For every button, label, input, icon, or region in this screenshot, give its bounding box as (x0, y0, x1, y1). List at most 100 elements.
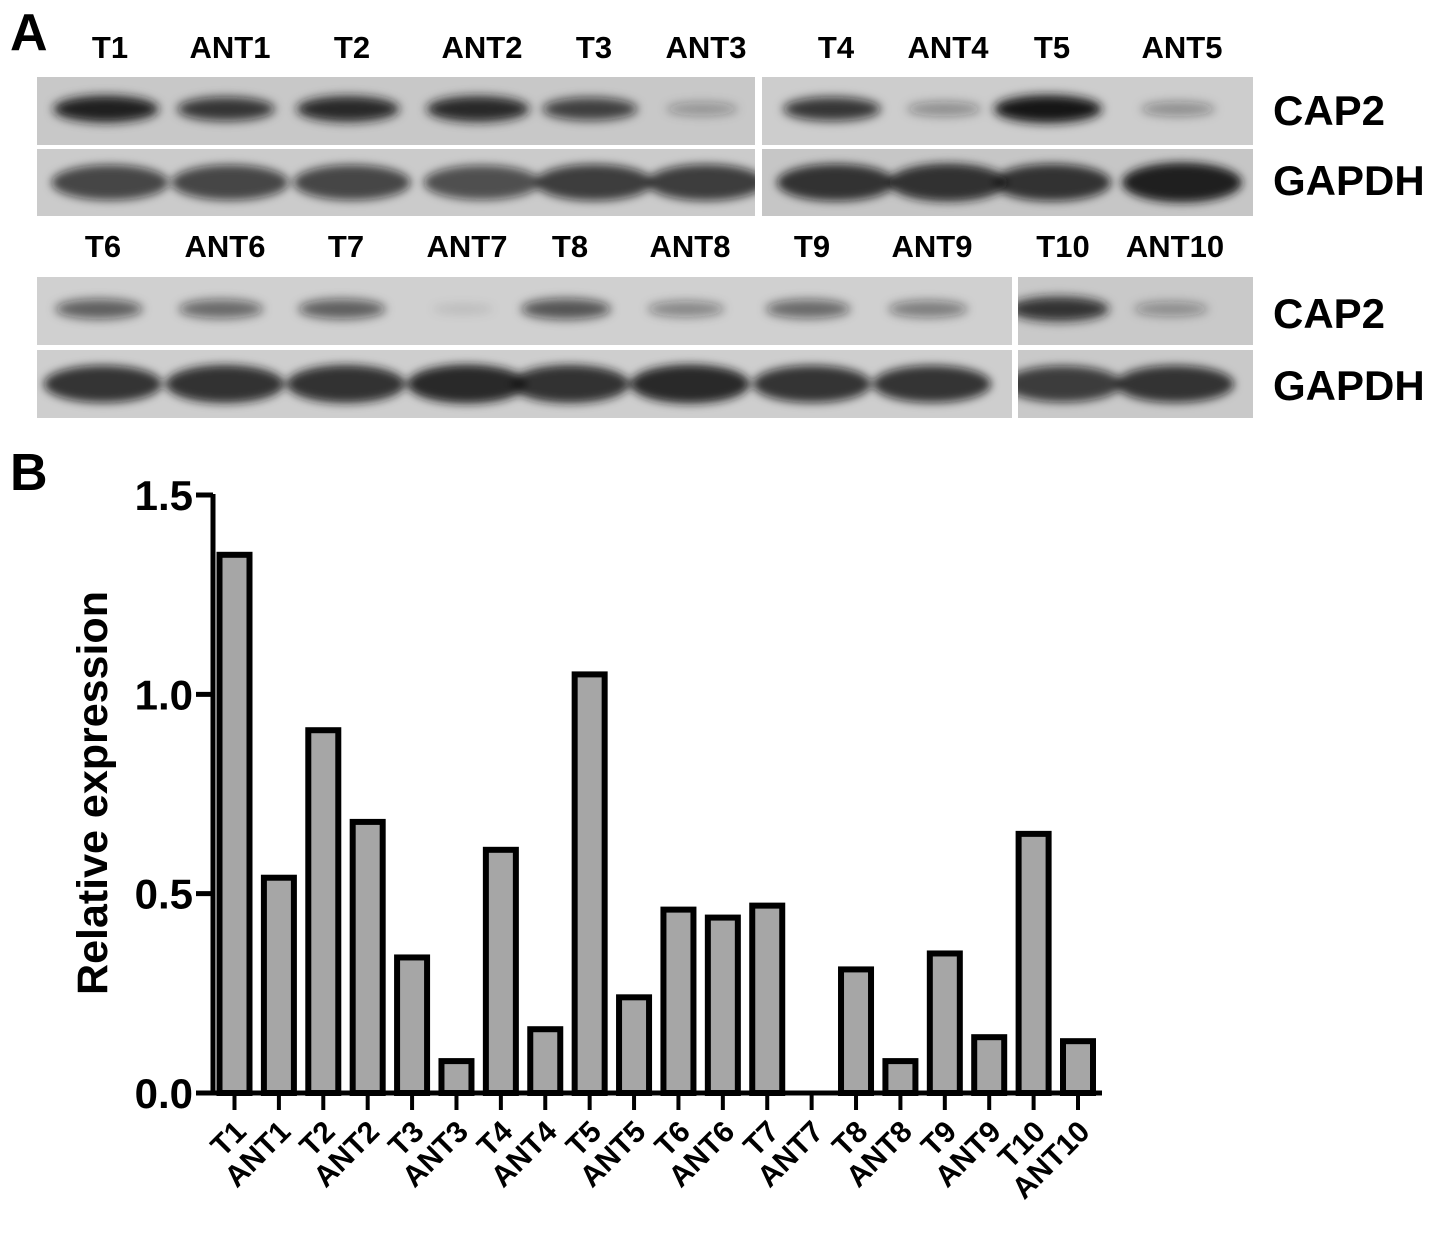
gapdh-band (1018, 365, 1122, 403)
bar-ant4 (527, 1026, 564, 1097)
gapdh-label: GAPDH (1273, 362, 1425, 409)
lane-label: T2 (334, 30, 370, 65)
panel-b-label: B (10, 444, 48, 502)
lane-label: ANT3 (666, 30, 747, 65)
bar-ant6 (704, 914, 741, 1096)
cap2-band (666, 101, 738, 116)
lane-label: ANT8 (650, 229, 731, 264)
gapdh-band (510, 364, 630, 404)
cap2-band (906, 101, 982, 117)
bar-t3 (394, 954, 431, 1096)
panel-a-western-blot: A T1 ANT1 T2 ANT2 T3 ANT3 T4 ANT4 T5 ANT5 CAP2 GAPD… (10, 4, 1425, 418)
bar-ant1 (260, 874, 297, 1096)
bar-t4 (482, 846, 519, 1097)
gapdh-band (51, 164, 169, 201)
cap2-band (1018, 296, 1110, 322)
cap2-band (521, 298, 611, 320)
cap2-band (765, 299, 851, 319)
cap2-band (647, 300, 725, 317)
bar-t1 (216, 551, 253, 1096)
bar-ant5 (616, 994, 653, 1097)
y-tick-label: 0.5 (135, 871, 193, 918)
cap2-bands (783, 94, 1216, 123)
gapdh-label: GAPDH (1273, 157, 1425, 204)
cap2-band (177, 96, 275, 121)
lane-label: T5 (1034, 30, 1070, 65)
cap2-band (55, 298, 143, 319)
panel-b: B 0.00.51.01.5T1ANT1T2ANT2T3ANT3T4ANT4T5… (10, 444, 1102, 1206)
cap2-band (1140, 101, 1216, 117)
bar-t7 (749, 902, 786, 1096)
gapdh-band (171, 164, 289, 201)
cap2-band (432, 303, 494, 314)
bar-t6 (660, 906, 697, 1097)
gapdh-bands (51, 164, 755, 201)
gapdh-band (647, 164, 755, 201)
gapdh-band (423, 165, 541, 200)
cap2-band (53, 95, 159, 123)
lane-label: T1 (92, 30, 128, 65)
y-tick-label: 1.5 (135, 472, 193, 519)
lane-label: ANT1 (190, 30, 271, 65)
bar-ant9 (971, 1034, 1008, 1096)
gapdh-band (43, 365, 163, 403)
bar-t9 (926, 950, 963, 1097)
gapdh-band (888, 163, 1008, 202)
lane-label: ANT4 (908, 30, 990, 65)
lane-label: ANT7 (427, 229, 508, 264)
gapdh-band-group (776, 162, 1242, 203)
lane-label: T8 (552, 229, 588, 264)
lane-label: ANT10 (1126, 229, 1224, 264)
gapdh-band (165, 364, 285, 404)
blot-row: T1 ANT1 T2 ANT2 T3 ANT3 T4 ANT4 T5 ANT5 CAP2 GAPDH (37, 30, 1425, 216)
cap2-band (542, 97, 638, 121)
lane-label: T6 (85, 229, 121, 264)
cap2-band (178, 299, 264, 319)
gapdh-bands (1018, 365, 1235, 403)
cap2-band (298, 298, 386, 319)
gapdh-band-group (51, 164, 755, 201)
gapdh-band (535, 164, 653, 201)
cap2-band (783, 96, 881, 121)
lane-label: T10 (1036, 229, 1089, 264)
lane-label: T3 (576, 30, 612, 65)
y-tick-label: 0.0 (135, 1070, 193, 1117)
bar-ant8 (882, 1058, 919, 1097)
cap2-band-group (53, 95, 738, 123)
gapdh-band (872, 365, 992, 403)
bar-ant3 (438, 1058, 475, 1097)
lane-label: ANT5 (1142, 30, 1223, 65)
gapdh-band (1122, 162, 1242, 203)
lane-label: T9 (794, 229, 830, 264)
cap2-band (426, 95, 530, 122)
cap2-bands (55, 298, 968, 320)
gapdh-band (407, 364, 527, 404)
y-tick-label: 1.0 (135, 671, 193, 718)
bar-ant2 (349, 818, 386, 1096)
lane-label: ANT9 (892, 229, 973, 264)
cap2-band (994, 94, 1102, 123)
cap2-bands (1018, 296, 1209, 322)
gapdh-band (776, 163, 896, 202)
lane-label: ANT2 (442, 30, 523, 65)
lane-label: ANT6 (185, 229, 266, 264)
gapdh-bands (43, 364, 992, 404)
gapdh-band (286, 364, 406, 404)
lane-label: T4 (818, 30, 855, 65)
gapdh-band (752, 365, 872, 403)
cap2-label: CAP2 (1273, 87, 1385, 134)
cap2-band-group (55, 298, 968, 320)
bar-chart: 0.00.51.01.5T1ANT1T2ANT2T3ANT3T4ANT4T5AN… (69, 472, 1102, 1206)
cap2-bands (53, 95, 738, 123)
gapdh-band (992, 163, 1112, 202)
cap2-label: CAP2 (1273, 290, 1385, 337)
gapdh-band-group (1018, 365, 1235, 403)
y-axis-label: Relative expression (69, 591, 117, 995)
bar-t8 (838, 966, 875, 1096)
gapdh-band (630, 364, 750, 404)
gapdh-band (293, 164, 411, 201)
gapdh-band (1115, 365, 1235, 403)
bar-t2 (305, 727, 342, 1096)
